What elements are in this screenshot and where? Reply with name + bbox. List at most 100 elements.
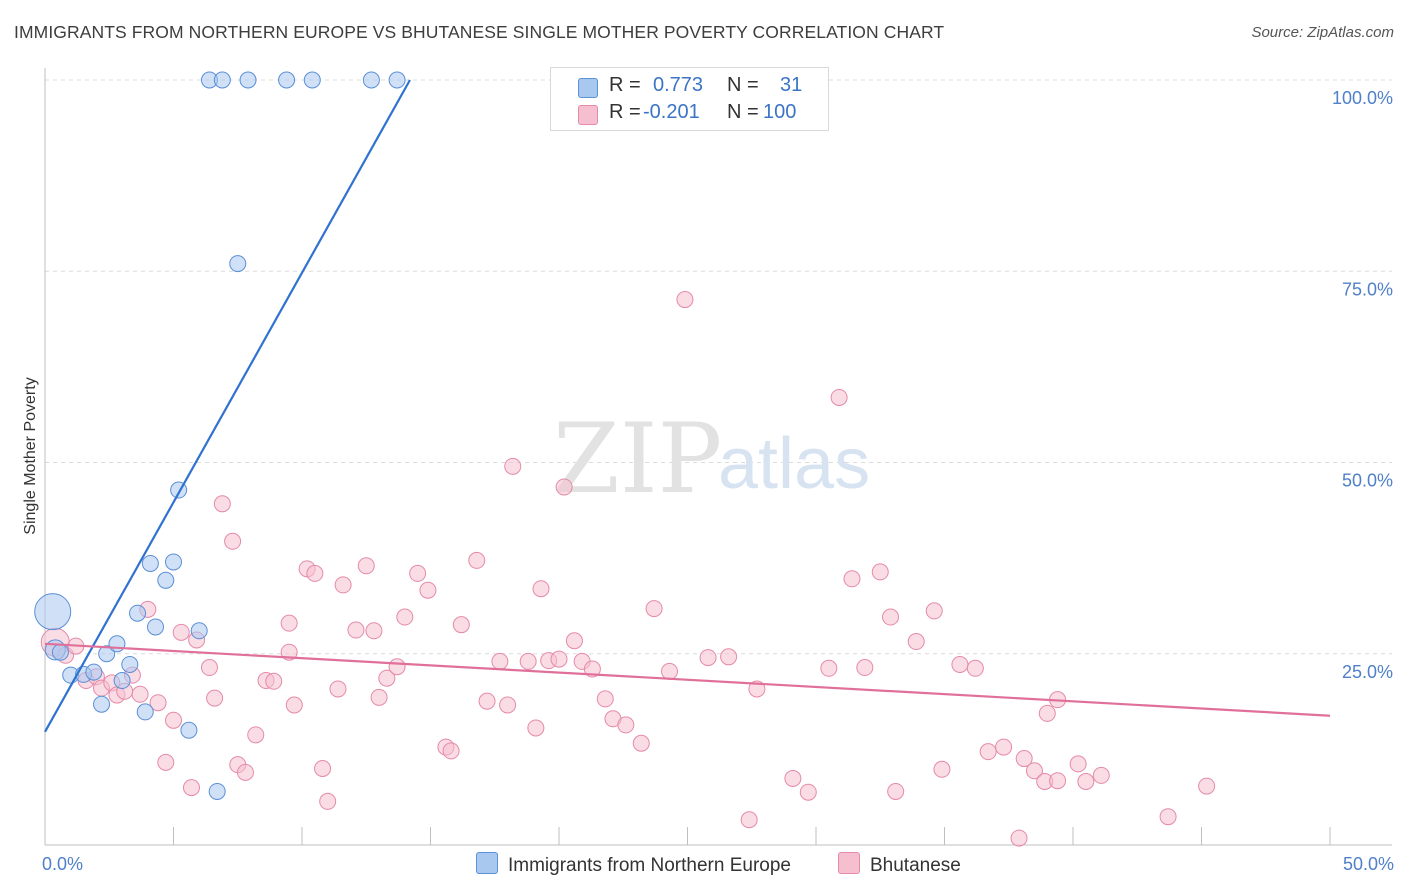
n-value: 100 — [763, 101, 797, 123]
y-tick-label: 50.0% — [1342, 471, 1393, 491]
legend-label: Bhutanese — [870, 855, 961, 876]
northern-europe-point — [229, 255, 247, 273]
bhutanese-point — [452, 616, 470, 634]
legend-label: Immigrants from Northern Europe — [508, 855, 791, 876]
northern-europe-point — [34, 593, 72, 631]
r-label: R = — [609, 74, 641, 96]
northern-europe-points — [34, 71, 406, 800]
northern-europe-point — [51, 643, 69, 661]
bhutanese-point — [396, 608, 414, 626]
legend-item-bhutanese[interactable]: Bhutanese — [838, 852, 961, 877]
bhutanese-point — [583, 660, 601, 678]
bhutanese-point — [550, 650, 568, 668]
bhutanese-point — [491, 652, 509, 670]
northern-europe-point — [303, 71, 321, 89]
northern-europe-point — [121, 655, 139, 673]
bhutanese-point — [1159, 808, 1177, 826]
bhutanese-point — [565, 632, 583, 650]
y-tick-label: 75.0% — [1342, 279, 1393, 299]
bhutanese-point — [442, 742, 460, 760]
bhutanese-point — [740, 811, 758, 829]
bhutanese-point — [388, 658, 406, 676]
n-label: N = — [727, 74, 759, 96]
northern-europe-point — [129, 604, 147, 622]
bhutanese-point — [409, 564, 427, 582]
bhutanese-point — [314, 760, 332, 777]
bhutanese-point — [676, 291, 694, 309]
bhutanese-point — [468, 551, 486, 569]
bhutanese-point — [182, 779, 200, 797]
bhutanese-point — [378, 669, 396, 687]
bhutanese-point — [370, 688, 388, 706]
bhutanese-point — [365, 622, 383, 640]
bhutanese-point — [951, 655, 969, 673]
northern-europe-point — [239, 71, 257, 89]
y-tick-label: 25.0% — [1342, 662, 1393, 682]
bhutanese-point — [478, 692, 496, 710]
bhutanese-point — [617, 716, 635, 734]
bhutanese-point — [966, 659, 984, 677]
bhutanese-point — [329, 680, 347, 698]
legend-swatch-blue — [476, 852, 498, 874]
northern-europe-point — [278, 71, 296, 89]
northern-europe-point — [108, 635, 126, 653]
northern-europe-point — [165, 553, 182, 571]
bhutanese-point — [632, 734, 650, 752]
bhutanese-point — [699, 649, 717, 667]
bhutanese-point — [165, 711, 182, 729]
bhutanese-point — [419, 581, 437, 599]
northern-europe-point — [147, 618, 165, 636]
bhutanese-point — [499, 696, 517, 714]
northern-europe-point — [157, 571, 175, 589]
northern-europe-point — [190, 622, 208, 640]
northern-europe-point — [141, 554, 159, 572]
bhutanese-point — [131, 685, 149, 703]
bhutanese-point — [1198, 777, 1216, 795]
bhutanese-point — [285, 696, 303, 714]
bhutanese-point — [907, 633, 925, 651]
trend-lines — [44, 79, 1331, 733]
y-axis-label: Single Mother Poverty — [22, 377, 39, 534]
bhutanese-point — [1077, 773, 1095, 791]
bhutanese-point — [224, 532, 242, 550]
northern-europe-point — [362, 71, 380, 89]
northern-europe-point — [113, 672, 131, 690]
bhutanese-point — [265, 672, 283, 690]
bhutanese-point — [1025, 762, 1043, 780]
bhutanese-point — [1092, 766, 1110, 784]
northern-europe-trend-line — [44, 79, 411, 733]
bhutanese-point — [1049, 772, 1067, 790]
bhutanese-point — [799, 783, 817, 801]
legend-swatch-blue — [578, 78, 598, 98]
bhutanese-point — [720, 648, 738, 666]
bhutanese-point — [979, 743, 997, 761]
x-tick-label: 0.0% — [42, 854, 83, 874]
chart-title: IMMIGRANTS FROM NORTHERN EUROPE VS BHUTA… — [14, 22, 945, 42]
bhutanese-point — [236, 763, 254, 781]
bhutanese-point — [206, 689, 224, 707]
bhutanese-point — [280, 614, 298, 632]
bhutanese-point — [213, 495, 231, 513]
n-value: 31 — [780, 74, 803, 96]
legend-swatch-pink — [578, 105, 598, 125]
bhutanese-point — [925, 602, 943, 620]
northern-europe-point — [213, 71, 231, 89]
x-tick-label: 50.0% — [1343, 854, 1394, 874]
axes — [44, 68, 1392, 846]
legend-item-northern-europe[interactable]: Immigrants from Northern Europe — [476, 852, 791, 877]
source-label: Source: ZipAtlas.com — [1251, 24, 1394, 41]
northern-europe-point — [388, 71, 406, 89]
bhutanese-point — [172, 623, 190, 641]
bhutanese-point — [1069, 755, 1087, 773]
bhutanese-point — [784, 769, 802, 787]
bhutanese-point — [1010, 829, 1028, 847]
r-value: 0.773 — [653, 74, 704, 96]
stats-legend: R = 0.773 N = 31 R = -0.201 N = 100 — [550, 67, 829, 131]
bhutanese-points — [40, 291, 1216, 847]
bhutanese-point — [357, 557, 375, 575]
stats-row-northern-europe: R = 0.773 N = 31 — [551, 74, 828, 100]
bhutanese-point — [871, 563, 889, 581]
bhutanese-point — [830, 388, 848, 406]
bhutanese-point — [532, 580, 550, 598]
